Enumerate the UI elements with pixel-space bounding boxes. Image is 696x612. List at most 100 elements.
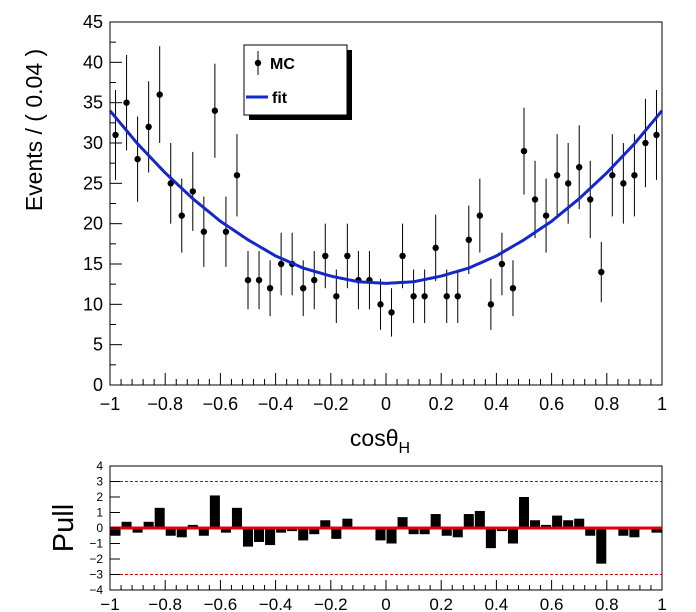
legend-entry-fit: fit [272, 90, 288, 107]
pull-bar [320, 520, 331, 528]
pull-bar [585, 528, 596, 536]
pull-bar [265, 528, 276, 546]
legend-entry-mc: MC [270, 56, 295, 73]
data-point-marker [564, 180, 572, 187]
pull-x-tick-label: −0.6 [204, 595, 238, 612]
pull-bar [518, 497, 530, 528]
pull-bar [629, 528, 640, 538]
pull-x-tick-label: −0.8 [148, 595, 182, 612]
pull-bar [220, 528, 231, 533]
data-point-marker [377, 301, 384, 308]
data-point [377, 278, 384, 330]
data-point-marker [178, 212, 185, 219]
pull-x-tick-label: 1 [657, 595, 666, 612]
data-point [487, 278, 495, 330]
data-point-marker [653, 131, 660, 139]
pull-bar [596, 528, 607, 564]
pull-bar [430, 514, 441, 528]
data-point-marker [553, 172, 561, 179]
pull-x-tick-label: −0.2 [314, 595, 348, 612]
data-point [167, 143, 174, 224]
y-tick-label: 10 [83, 294, 103, 314]
data-point [410, 269, 417, 324]
data-point [631, 134, 638, 217]
data-point-marker [266, 285, 274, 292]
data-point-marker [421, 293, 428, 300]
pull-bar [375, 528, 386, 541]
data-point-marker [244, 276, 252, 284]
pull-bar [132, 528, 143, 533]
data-point-marker [465, 236, 472, 243]
data-point [465, 205, 472, 275]
y-tick-label: 45 [83, 12, 103, 32]
x-axis-label: cosθH [350, 425, 410, 457]
legend: MC fit [243, 44, 352, 120]
x-tick-label: −0.6 [203, 394, 239, 414]
data-point [476, 178, 484, 253]
y-tick-label: 0 [93, 375, 103, 395]
pull-bar [507, 528, 518, 544]
data-point-marker [112, 131, 119, 139]
y-tick-label: 20 [83, 214, 103, 234]
data-point-marker [631, 172, 638, 179]
data-point [443, 269, 450, 324]
data-point [233, 134, 241, 217]
fit-curve [108, 109, 664, 285]
pull-y-tick-label: −4 [89, 583, 103, 597]
x-tick-label: −0.4 [258, 394, 294, 414]
data-point [432, 214, 439, 282]
data-point-marker [211, 107, 219, 114]
data-point-marker [300, 285, 307, 292]
data-point-marker [255, 276, 263, 284]
pull-x-tick-label: 0.2 [429, 595, 453, 612]
pull-bar [618, 528, 629, 536]
data-point [531, 160, 539, 239]
pull-y-tick-label: −3 [89, 568, 103, 582]
y-tick-label: 40 [83, 52, 103, 72]
x-tick-label: 0.4 [484, 394, 509, 414]
main-plot: 0 5 10 15 20 25 30 35 40 45 −1 −0.8 −0.6 −0.4 −0.2 0 0.2… [21, 12, 667, 457]
pull-bar [530, 520, 541, 528]
data-point [134, 116, 141, 202]
data-point-marker [156, 91, 163, 98]
pull-bar [187, 524, 198, 528]
x-tick-label: −0.2 [313, 394, 349, 414]
data-point [366, 251, 373, 310]
x-tick-label: 0.8 [594, 394, 619, 414]
pull-bar [452, 528, 463, 538]
pull-y-tick-label: 2 [96, 490, 103, 504]
pull-x-tick-label: 0 [381, 595, 390, 612]
pull-x-tick-label: 0.8 [595, 595, 619, 612]
data-point-marker [498, 260, 506, 268]
data-point-marker [542, 212, 550, 219]
data-point-marker [598, 268, 605, 276]
pull-bar [231, 507, 242, 528]
data-point [542, 178, 550, 253]
data-point-marker [145, 123, 152, 131]
data-point-marker [277, 260, 285, 268]
pull-bar [276, 528, 287, 533]
data-point [454, 269, 461, 324]
x-tick-label: 0.2 [429, 394, 454, 414]
pull-bar [242, 528, 254, 547]
pull-x-tick-label: −1 [100, 595, 119, 612]
pull-bar [331, 528, 342, 539]
pull-y-axis-label: Pull [48, 504, 80, 552]
pull-x-tick-label: 0.4 [485, 595, 509, 612]
data-point-marker [123, 99, 130, 106]
pull-bar [563, 520, 574, 528]
pull-bar [154, 507, 165, 528]
x-axis-label-main: cosθ [350, 425, 399, 451]
data-point-marker [432, 244, 439, 252]
data-point-marker [388, 309, 395, 316]
data-point-marker [134, 155, 141, 163]
data-point-marker [344, 252, 351, 260]
data-point [266, 260, 274, 317]
data-point-marker [189, 188, 196, 195]
data-point-marker [200, 228, 208, 235]
x-axis-label-subscript: H [399, 440, 411, 457]
data-point [178, 178, 185, 253]
data-point [277, 232, 285, 296]
